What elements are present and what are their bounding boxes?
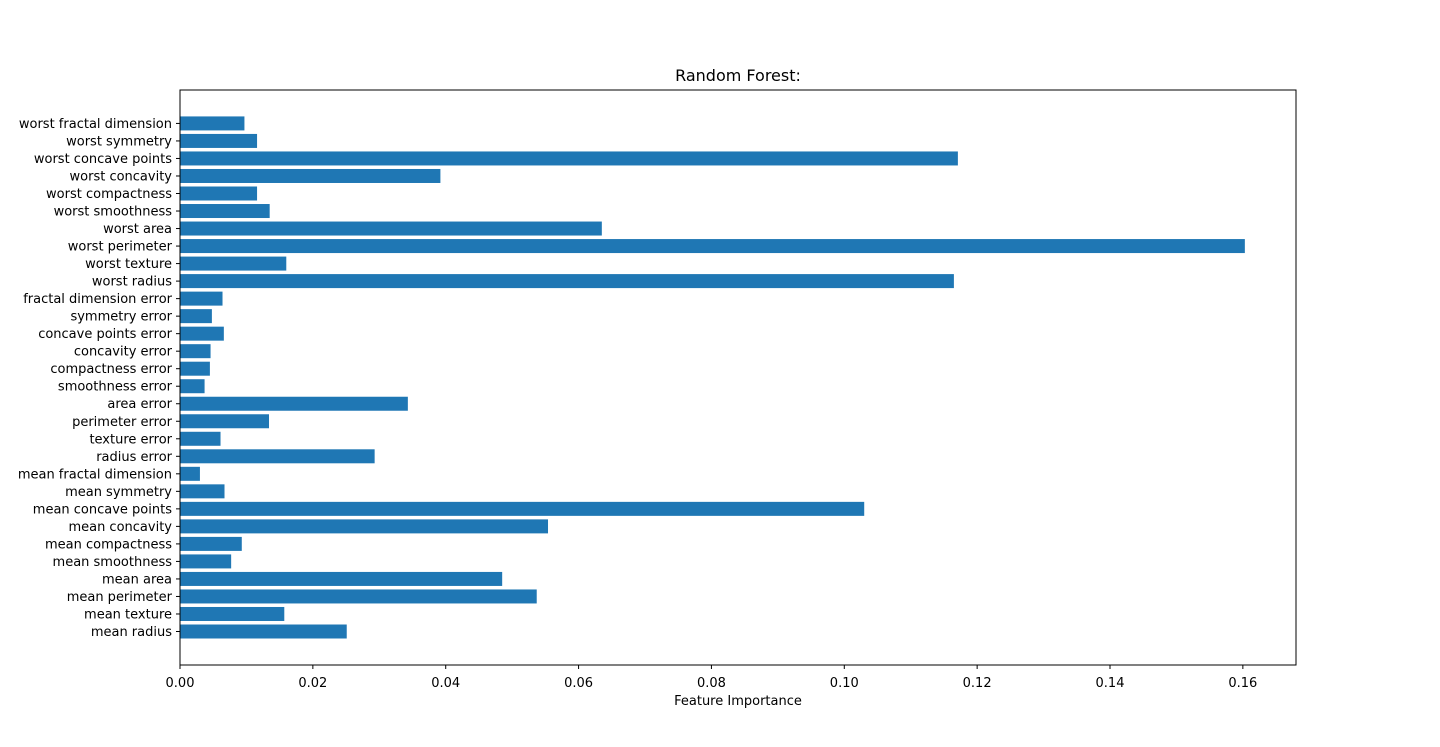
y-tick-label: concavity error [74,345,173,360]
y-tick-label: worst concavity [70,169,173,184]
bar-mean-symmetry [180,484,225,499]
chart-title: Random Forest: [675,66,801,85]
y-tick-label: mean smoothness [53,555,173,570]
bar-worst-concave-points [180,151,958,166]
x-tick-label: 0.06 [564,676,593,691]
y-tick-label: mean area [102,572,172,587]
x-tick-label: 0.02 [298,676,327,691]
bar-symmetry-error [180,309,212,324]
x-tick-label: 0.10 [830,676,859,691]
y-tick-label: worst area [103,222,172,237]
bar-smoothness-error [180,379,205,394]
bar-mean-concavity [180,519,549,534]
bar-concavity-error [180,344,211,359]
y-tick-label: mean fractal dimension [18,467,172,482]
bar-mean-compactness [180,536,242,551]
bar-worst-area [180,221,602,236]
bar-fractal-dimension-error [180,291,223,306]
bar-mean-radius [180,624,347,639]
y-tick-label: smoothness error [58,380,173,395]
y-tick-label: worst symmetry [66,134,172,149]
x-axis: 0.00 0.02 0.04 0.06 0.08 0.10 0.12 0.14 0.16 [166,665,1257,691]
y-tick-label: worst fractal dimension [19,117,172,132]
bar-radius-error [180,449,375,464]
y-tick-label: worst texture [85,257,172,272]
bar-area-error [180,396,408,411]
bar-perimeter-error [180,414,270,429]
bar-worst-fractal-dimension [180,116,245,131]
bar-worst-compactness [180,186,258,201]
y-tick-label: compactness error [50,362,172,377]
plot-frame [179,89,1297,666]
y-tick-label: perimeter error [72,415,173,430]
y-tick-label: worst smoothness [54,205,173,220]
bar-concave-points-error [180,326,224,341]
y-tick-label: worst perimeter [68,240,173,255]
x-axis-label: Feature Importance [674,694,802,709]
y-tick-label: worst radius [92,275,172,290]
x-tick-label: 0.08 [697,676,726,691]
x-tick-label: 0.16 [1228,676,1257,691]
x-tick-label: 0.14 [1096,676,1125,691]
x-tick-label: 0.12 [963,676,992,691]
y-tick-label: mean symmetry [65,485,172,500]
bar-mean-smoothness [180,554,232,569]
y-tick-label: mean concavity [68,520,172,535]
y-axis: mean radius mean texture mean perimeter mea… [18,117,180,640]
bar-worst-symmetry [180,133,258,148]
y-tick-label: worst concave points [34,152,172,167]
y-tick-label: concave points error [38,327,172,342]
bar-mean-concave-points [180,501,865,516]
bar-worst-smoothness [180,204,270,219]
bar-worst-perimeter [180,239,1245,254]
x-tick-label: 0.00 [166,676,195,691]
bars-group [180,116,1245,639]
bar-mean-area [180,571,503,586]
y-tick-label: area error [107,397,172,412]
y-tick-label: worst compactness [46,187,172,202]
y-tick-label: texture error [89,432,172,447]
y-tick-label: mean compactness [45,537,172,552]
y-tick-label: mean radius [91,625,172,640]
y-tick-label: mean concave points [33,502,172,517]
bar-mean-perimeter [180,589,537,604]
y-tick-label: radius error [96,450,172,465]
y-tick-label: mean texture [84,607,172,622]
bar-texture-error [180,431,221,446]
y-tick-label: symmetry error [70,310,172,325]
bar-worst-texture [180,256,287,271]
y-tick-label: mean perimeter [67,590,173,605]
x-tick-label: 0.04 [431,676,460,691]
bar-mean-texture [180,606,285,621]
bar-mean-fractal-dimension [180,466,200,481]
bar-worst-radius [180,274,954,289]
y-tick-label: fractal dimension error [23,292,172,307]
bar-worst-concavity [180,168,441,183]
bar-compactness-error [180,361,210,376]
